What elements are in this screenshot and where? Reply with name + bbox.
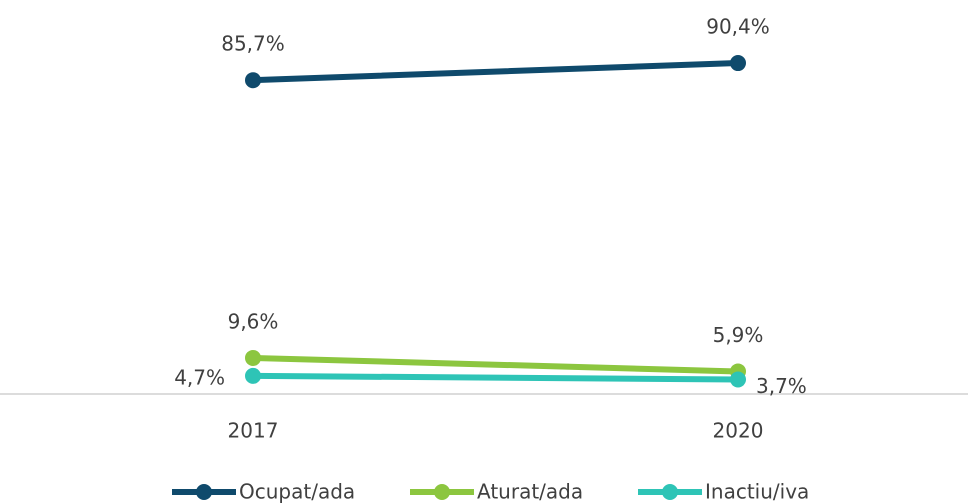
series-line: [250, 372, 741, 383]
series-line: [250, 354, 741, 375]
series-line: [250, 60, 741, 84]
legend-marker: [196, 484, 212, 500]
data-label: 85,7%: [221, 32, 285, 56]
data-label: 3,7%: [756, 374, 807, 398]
data-label: 4,7%: [174, 365, 225, 389]
data-point: [245, 72, 261, 89]
data-label: 9,6%: [228, 309, 279, 333]
legend-marker: [434, 484, 450, 500]
data-label: 5,9%: [713, 323, 764, 347]
legend-label: Inactiu/iva: [705, 480, 809, 503]
x-tick-label: 2017: [228, 419, 279, 443]
data-label: 90,4%: [706, 15, 770, 39]
data-point: [245, 349, 261, 366]
legend-label: Aturat/ada: [477, 480, 583, 503]
legend-marker: [662, 484, 678, 500]
data-point: [245, 367, 261, 384]
data-point: [730, 55, 746, 72]
data-point: [730, 371, 746, 388]
x-tick-label: 2020: [713, 419, 764, 443]
legend-label: Ocupat/ada: [239, 480, 355, 503]
